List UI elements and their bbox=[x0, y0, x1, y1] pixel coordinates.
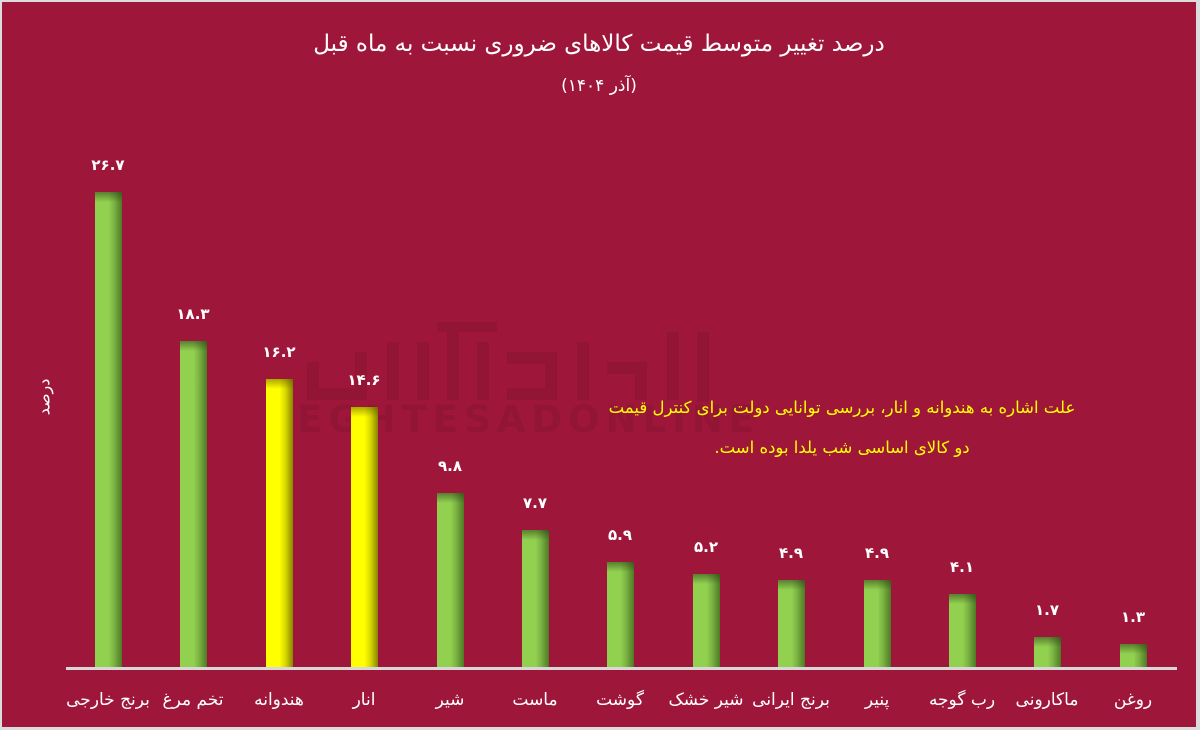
bar-value-label: ۵.۲ bbox=[693, 538, 718, 556]
x-axis-category-label: روغن bbox=[1113, 690, 1153, 710]
chart-title: درصد تغییر متوسط قیمت کالاهای ضروری نسبت… bbox=[313, 31, 885, 57]
bar-value-label: ۱.۷ bbox=[1034, 601, 1059, 619]
bar bbox=[693, 574, 720, 667]
bar-value-label: ۱۸.۳ bbox=[176, 305, 210, 323]
x-axis-category-label: شیر bbox=[435, 690, 465, 710]
x-axis-category-label: شیر خشک bbox=[668, 690, 744, 710]
bar bbox=[180, 341, 207, 667]
bar-value-label: ۹.۸ bbox=[437, 457, 462, 475]
bar bbox=[864, 580, 891, 667]
annotation-line-1: علت اشاره به هندوانه و انار، بررسی توانا… bbox=[608, 398, 1076, 417]
x-axis-category-label: پنیر bbox=[864, 690, 890, 710]
bar-value-label: ۴.۹ bbox=[778, 544, 803, 562]
bar bbox=[1034, 637, 1061, 667]
bar-value-label: ۷.۷ bbox=[522, 494, 547, 512]
bar-shade bbox=[437, 493, 464, 503]
x-axis-category-label: رب گوجه bbox=[928, 690, 996, 710]
x-axis-category-label: ماکارونی bbox=[1015, 690, 1079, 710]
bar-value-label: ۲۶.۷ bbox=[91, 156, 125, 174]
x-axis-category-label: ماست bbox=[512, 690, 558, 710]
annotation-line-2: دو کالای اساسی شب یلدا بوده است. bbox=[714, 438, 970, 457]
x-axis-category-label: هندوانه bbox=[254, 690, 304, 710]
bar-value-label: ۴.۹ bbox=[864, 544, 889, 562]
x-axis-category-label: انار bbox=[352, 690, 376, 710]
bar bbox=[522, 530, 549, 667]
watermark-logo-icon bbox=[307, 322, 709, 402]
y-axis-label: درصد bbox=[34, 378, 54, 416]
bar bbox=[1120, 644, 1147, 667]
x-axis-category-label: برنج خارجی bbox=[66, 690, 150, 710]
bar-shade bbox=[1120, 644, 1147, 654]
bar-shade bbox=[1034, 637, 1061, 647]
bar-shade bbox=[522, 530, 549, 540]
bar bbox=[351, 407, 378, 667]
chart-subtitle: (آذر ۱۴۰۴) bbox=[561, 76, 637, 96]
bar bbox=[949, 594, 976, 667]
bar bbox=[266, 379, 293, 667]
bar-shade bbox=[949, 594, 976, 604]
bar bbox=[607, 562, 634, 667]
x-axis-line bbox=[66, 667, 1177, 670]
bar bbox=[437, 493, 464, 667]
x-axis-category-label: تخم مرغ bbox=[162, 690, 224, 710]
x-axis-category-label: برنج ایرانی bbox=[752, 690, 830, 710]
bar-value-label: ۱.۳ bbox=[1120, 608, 1145, 626]
bar-value-label: ۵.۹ bbox=[607, 526, 632, 544]
bar-shade bbox=[693, 574, 720, 584]
bar-shade bbox=[778, 580, 805, 590]
bar-shade bbox=[864, 580, 891, 590]
bar-value-label: ۱۶.۲ bbox=[262, 343, 296, 361]
bar-value-label: ۱۴.۶ bbox=[347, 371, 381, 389]
bar-shade bbox=[351, 407, 378, 417]
bar bbox=[95, 192, 122, 667]
bar bbox=[778, 580, 805, 667]
bar-shade bbox=[266, 379, 293, 389]
bar-value-label: ۴.۱ bbox=[949, 558, 974, 576]
bar-shade bbox=[607, 562, 634, 572]
bar-shade bbox=[180, 341, 207, 351]
bar-shade bbox=[95, 192, 122, 202]
x-axis-category-label: گوشت bbox=[596, 690, 644, 710]
